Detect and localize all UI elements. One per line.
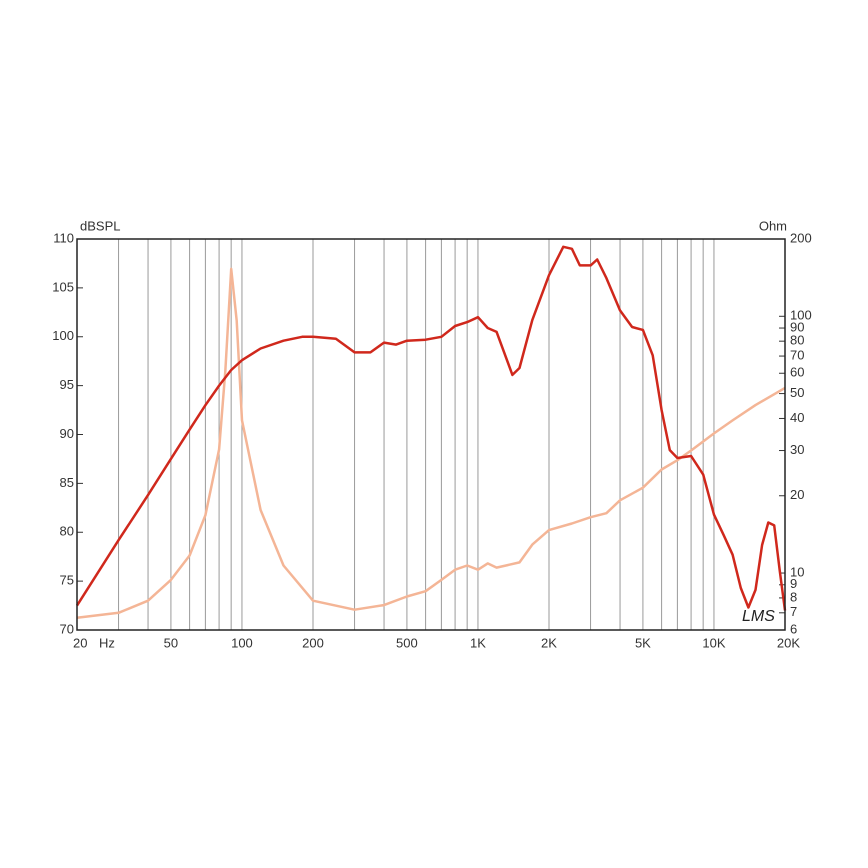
y2-tick-label: 40 [790, 410, 804, 425]
x-axis-unit: Hz [99, 635, 115, 650]
x-tick-label: 500 [396, 635, 418, 650]
y2-tick-label: 6 [790, 621, 797, 636]
y2-tick-label: 60 [790, 365, 804, 380]
y2-axis-label: Ohm [759, 218, 787, 233]
watermark: LMS [742, 608, 775, 625]
series-line [76, 267, 786, 619]
x-tick-label: 100 [231, 635, 253, 650]
x-tick-label: 1K [470, 635, 486, 650]
x-tick-label: 5K [635, 635, 651, 650]
y2-tick-label: 100 [790, 308, 812, 323]
y2-tick-label: 30 [790, 442, 804, 457]
y-tick-label: 105 [52, 279, 74, 294]
x-tick-label: 20 [73, 635, 87, 650]
y2-tick-label: 90 [790, 319, 804, 334]
y2-tick-label: 70 [790, 347, 804, 362]
y2-tick-label: 200 [790, 230, 812, 245]
series-line [75, 245, 787, 611]
y-tick-label: 95 [60, 377, 74, 392]
x-tick-label: 20K [777, 635, 800, 650]
y-tick-label: 100 [52, 328, 74, 343]
y-tick-label: 80 [60, 524, 74, 539]
y-tick-label: 75 [60, 573, 74, 588]
x-tick-label: 2K [541, 635, 557, 650]
y2-tick-label: 10 [790, 564, 804, 579]
y-tick-label: 85 [60, 475, 74, 490]
y2-tick-label: 50 [790, 385, 804, 400]
y-axis-label: dBSPL [80, 218, 120, 233]
y-tick-label: 70 [60, 621, 74, 636]
y-tick-label: 110 [53, 230, 74, 245]
y2-tick-label: 80 [790, 333, 804, 348]
x-tick-label: 10K [702, 635, 725, 650]
y2-tick-label: 9 [790, 576, 797, 591]
y2-tick-label: 20 [790, 487, 804, 502]
plot-frame [76, 238, 786, 631]
y2-tick-label: 8 [790, 589, 797, 604]
x-tick-label: 50 [164, 635, 178, 650]
x-tick-label: 200 [302, 635, 324, 650]
y2-tick-label: 7 [790, 604, 797, 619]
y-tick-label: 90 [60, 426, 74, 441]
